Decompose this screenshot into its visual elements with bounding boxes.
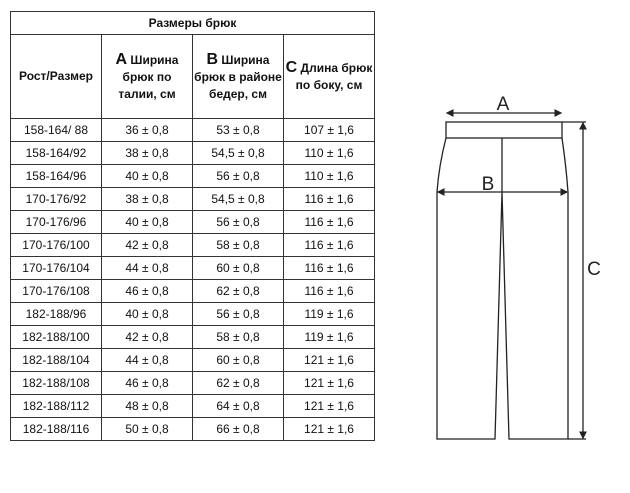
header-length-text: Длина брюк по боку, см [295,61,373,92]
size-cell: 170-176/108 [10,279,102,303]
hip-cell: 66 ± 0,8 [192,417,284,441]
label-a: A [497,94,510,115]
table-title: Размеры брюк [10,11,375,35]
table-row: 182-188/112 48 ± 0,8 64 ± 0,8 121 ± 1,6 [10,394,375,418]
table-row: 182-188/116 50 ± 0,8 66 ± 0,8 121 ± 1,6 [10,417,375,441]
hip-cell: 64 ± 0,8 [192,394,284,418]
length-cell: 116 ± 1,6 [283,256,375,280]
length-cell: 116 ± 1,6 [283,279,375,303]
waist-cell: 40 ± 0,8 [101,302,193,326]
hip-cell: 62 ± 0,8 [192,279,284,303]
header-height-size-text: Рост/Размер [19,69,93,83]
length-cell: 119 ± 1,6 [283,325,375,349]
waist-cell: 36 ± 0,8 [101,118,193,142]
waist-cell: 42 ± 0,8 [101,233,193,257]
length-cell: 116 ± 1,6 [283,233,375,257]
waist-cell: 44 ± 0,8 [101,348,193,372]
size-cell: 182-188/96 [10,302,102,326]
table-row: 170-176/92 38 ± 0,8 54,5 ± 0,8 116 ± 1,6 [10,187,375,211]
length-cell: 121 ± 1,6 [283,417,375,441]
header-height-size: Рост/Размер [10,34,102,119]
size-cell: 182-188/116 [10,417,102,441]
header-hip-width: B Ширина брюк в районе бедер, см [192,34,284,119]
header-length-letter: C [285,59,298,76]
table-row: 158-164/96 40 ± 0,8 56 ± 0,8 110 ± 1,6 [10,164,375,188]
header-hip-text: Ширина брюк в районе бедер, см [194,52,282,101]
size-cell: 158-164/ 88 [10,118,102,142]
table-body: 158-164/ 88 36 ± 0,8 53 ± 0,8 107 ± 1,6 158-… [10,118,375,441]
table-row: 182-188/96 40 ± 0,8 56 ± 0,8 119 ± 1,6 [10,302,375,326]
hip-cell: 58 ± 0,8 [192,233,284,257]
header-side-length: C Длина брюк по боку, см [283,34,375,119]
hip-cell: 54,5 ± 0,8 [192,141,284,165]
hip-cell: 54,5 ± 0,8 [192,187,284,211]
size-table: Размеры брюк Рост/Размер A Ширина брюк п… [10,11,375,441]
header-waist-text: Ширина брюк по талии, см [118,52,179,101]
size-cell: 182-188/112 [10,394,102,418]
waist-cell: 40 ± 0,8 [101,164,193,188]
label-b: B [482,174,495,195]
length-cell: 121 ± 1,6 [283,348,375,372]
waist-cell: 46 ± 0,8 [101,371,193,395]
table-row: 170-176/100 42 ± 0,8 58 ± 0,8 116 ± 1,6 [10,233,375,257]
waist-cell: 48 ± 0,8 [101,394,193,418]
size-cell: 170-176/96 [10,210,102,234]
header-waist-letter: A [115,50,128,68]
table-row: 170-176/108 46 ± 0,8 62 ± 0,8 116 ± 1,6 [10,279,375,303]
length-cell: 119 ± 1,6 [283,302,375,326]
table-row: 182-188/104 44 ± 0,8 60 ± 0,8 121 ± 1,6 [10,348,375,372]
hip-cell: 62 ± 0,8 [192,371,284,395]
hip-cell: 58 ± 0,8 [192,325,284,349]
length-cell: 110 ± 1,6 [283,141,375,165]
waist-cell: 50 ± 0,8 [101,417,193,441]
header-hip-letter: B [206,50,219,68]
waist-cell: 38 ± 0,8 [101,187,193,211]
table-row: 170-176/104 44 ± 0,8 60 ± 0,8 116 ± 1,6 [10,256,375,280]
length-cell: 116 ± 1,6 [283,187,375,211]
table-row: 158-164/ 88 36 ± 0,8 53 ± 0,8 107 ± 1,6 [10,118,375,142]
length-cell: 107 ± 1,6 [283,118,375,142]
waistband [445,121,563,139]
size-cell: 170-176/100 [10,233,102,257]
label-c: C [587,259,601,280]
